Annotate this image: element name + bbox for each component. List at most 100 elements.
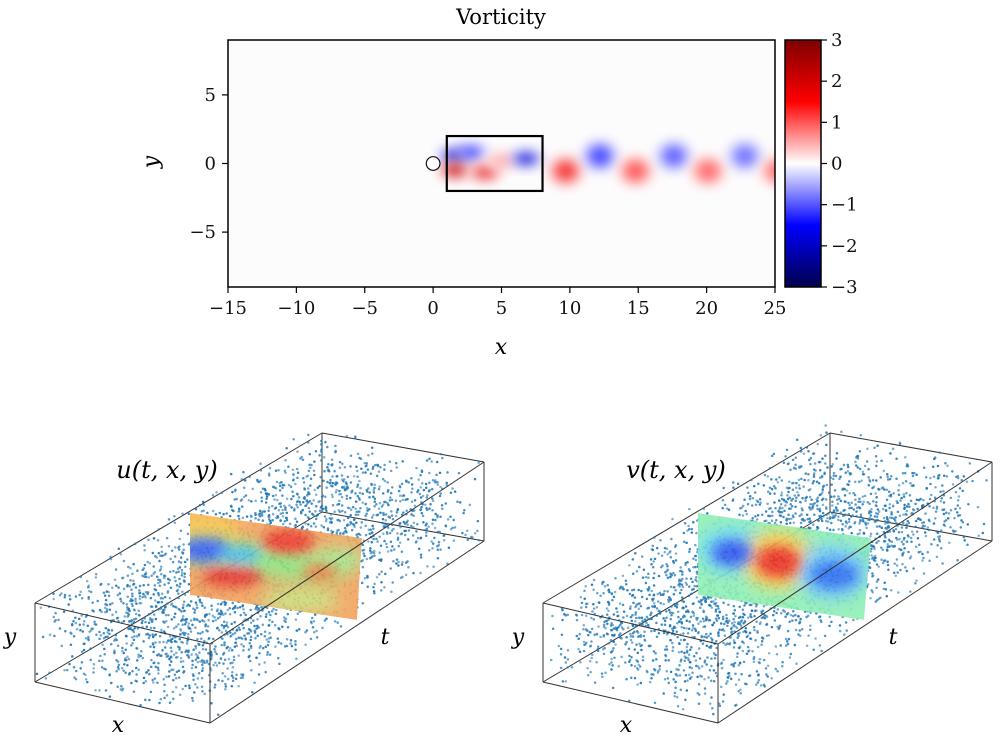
scatter-point xyxy=(181,512,184,516)
scatter-point xyxy=(199,600,202,604)
scatter-point xyxy=(944,519,948,522)
scatter-point xyxy=(142,583,145,587)
scatter-point xyxy=(296,450,299,453)
scatter-point xyxy=(421,514,425,518)
scatter-point xyxy=(434,512,437,516)
scatter-point xyxy=(359,526,363,529)
scatter-point xyxy=(355,465,358,468)
scatter-point xyxy=(663,623,667,627)
scatter-point xyxy=(419,486,423,489)
scatter-point xyxy=(841,514,845,517)
scatter-point xyxy=(315,629,318,633)
scatter-point xyxy=(686,679,689,682)
scatter-point xyxy=(431,522,434,525)
scatter-point xyxy=(867,483,871,487)
scatter-point xyxy=(372,513,375,517)
scatter-point xyxy=(122,587,126,591)
scatter-point xyxy=(847,527,851,530)
scatter-point xyxy=(322,526,326,529)
scatter-point xyxy=(41,635,45,639)
scatter-point xyxy=(688,660,692,664)
scatter-point xyxy=(909,482,912,485)
scatter-point xyxy=(751,517,754,520)
scatter-point xyxy=(172,653,176,656)
scatter-point xyxy=(240,505,244,508)
scatter-point xyxy=(315,636,319,639)
scatter-point xyxy=(634,613,637,616)
scatter-point xyxy=(228,612,232,616)
scatter-point xyxy=(914,502,917,506)
scatter-point xyxy=(149,596,153,600)
scatter-point xyxy=(756,500,760,503)
scatter-point xyxy=(798,514,801,518)
scatter-point xyxy=(173,514,176,518)
scatter-point xyxy=(703,635,706,639)
scatter-point xyxy=(851,513,854,517)
scatter-point xyxy=(824,454,827,458)
scatter-point xyxy=(281,511,285,515)
scatter-point xyxy=(134,612,138,616)
scatter-point xyxy=(230,684,234,688)
scatter-point xyxy=(927,518,931,522)
scatter-point xyxy=(220,491,224,495)
scatter-point xyxy=(612,647,615,650)
scatter-point xyxy=(762,658,766,662)
scatter-point xyxy=(885,594,889,598)
scatter-point xyxy=(930,542,933,546)
scatter-point xyxy=(310,616,314,620)
scatter-point xyxy=(880,459,883,463)
scatter-point xyxy=(717,632,720,635)
scatter-point xyxy=(823,472,826,475)
scatter-point xyxy=(731,497,735,501)
scatter-point xyxy=(683,659,687,663)
scatter-point xyxy=(268,653,272,656)
scatter-point xyxy=(621,574,625,578)
scatter-point xyxy=(605,613,609,616)
scatter-point xyxy=(700,603,703,606)
scatter-point xyxy=(166,602,169,605)
scatter-point xyxy=(920,521,924,525)
scatter-point xyxy=(686,561,689,564)
scatter-point xyxy=(101,643,104,647)
scatter-point xyxy=(610,592,614,596)
scatter-point xyxy=(938,451,942,454)
scatter-point xyxy=(356,452,360,456)
scatter-point xyxy=(386,550,390,553)
scatter-point xyxy=(146,591,150,594)
scatter-point xyxy=(908,505,911,509)
scatter-point xyxy=(938,473,941,477)
scatter-point xyxy=(258,651,261,655)
scatter-point xyxy=(705,663,708,666)
scatter-point xyxy=(251,690,254,694)
scatter-point xyxy=(673,574,677,577)
scatter-point xyxy=(184,618,187,621)
scatter-point xyxy=(222,620,226,623)
scatter-point xyxy=(859,515,863,519)
scatter-point xyxy=(142,676,146,680)
scatter-point xyxy=(892,517,896,520)
scatter-point xyxy=(795,481,798,485)
colorbar xyxy=(784,39,822,288)
scatter-point xyxy=(63,668,66,672)
scatter-point xyxy=(91,601,94,604)
scatter-point xyxy=(726,679,729,683)
scatter-point xyxy=(375,474,379,478)
scatter-point xyxy=(873,547,876,551)
scatter-point xyxy=(866,501,869,504)
scatter-point xyxy=(380,558,383,561)
scatter-point xyxy=(154,605,158,608)
scatter-point xyxy=(233,631,237,635)
scatter-point xyxy=(577,637,580,640)
scatter-point xyxy=(216,602,220,606)
scatter-point xyxy=(854,498,857,501)
scatter-point xyxy=(364,518,367,521)
scatter-point xyxy=(401,560,404,564)
scatter-point xyxy=(137,609,141,612)
scatter-point xyxy=(701,642,705,645)
scatter-point xyxy=(397,560,400,564)
scatter-point xyxy=(338,466,342,469)
scatter-point xyxy=(895,477,898,481)
scatter-point xyxy=(665,573,668,577)
scatter-point xyxy=(406,538,410,541)
scatter-point xyxy=(182,609,186,613)
